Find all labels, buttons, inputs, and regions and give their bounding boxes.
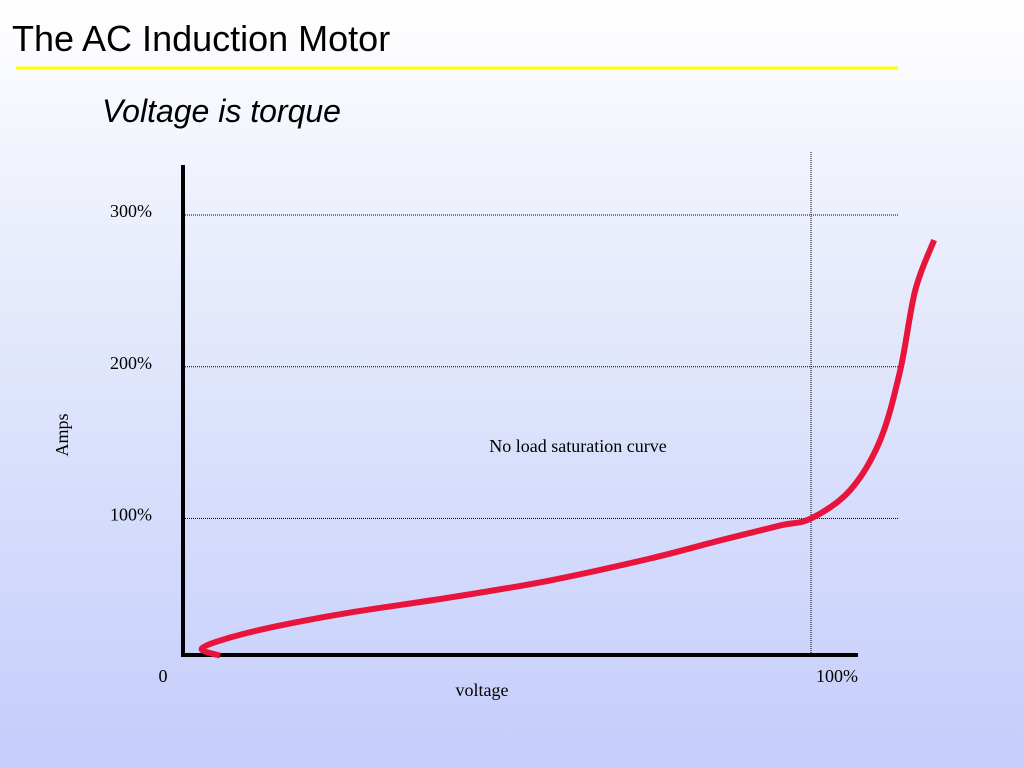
y-tick-label: 200%	[110, 353, 152, 373]
slide-title: The AC Induction Motor	[12, 18, 390, 59]
chart-subtitle: Voltage is torque	[102, 93, 341, 129]
y-tick-label: 100%	[110, 505, 152, 525]
annotation: No load saturation curve	[489, 436, 666, 456]
x-axis-label: voltage	[456, 680, 509, 700]
data-line	[198, 238, 937, 659]
x-tick-label: 100%	[816, 666, 858, 686]
y-axis-label: Amps	[52, 413, 72, 456]
y-tick-label: 300%	[110, 201, 152, 221]
x-tick-label: 0	[159, 666, 168, 686]
